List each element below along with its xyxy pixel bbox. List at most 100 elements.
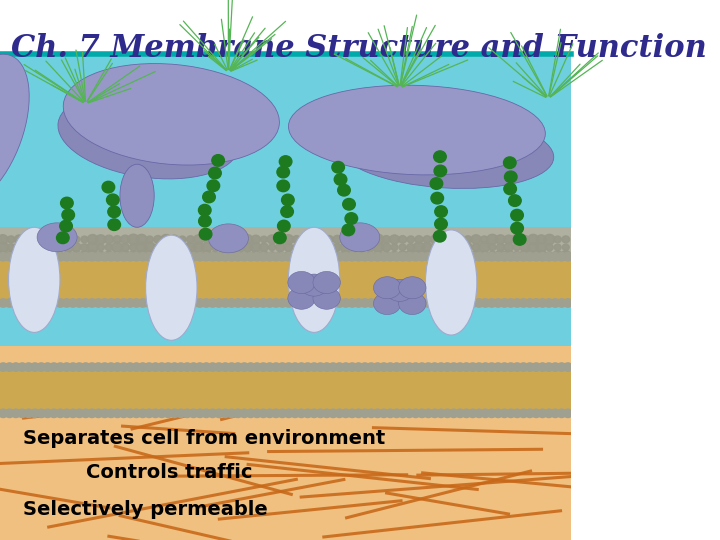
Circle shape [104, 251, 113, 259]
Circle shape [57, 232, 69, 244]
Circle shape [456, 363, 464, 372]
Circle shape [536, 235, 546, 244]
Circle shape [202, 253, 211, 261]
Circle shape [297, 363, 306, 372]
Circle shape [436, 253, 446, 261]
Circle shape [557, 253, 566, 261]
Circle shape [121, 235, 130, 244]
Circle shape [218, 251, 228, 260]
Circle shape [144, 242, 156, 252]
Circle shape [62, 253, 71, 261]
Circle shape [310, 363, 319, 372]
Circle shape [323, 363, 331, 372]
Circle shape [208, 253, 217, 261]
Circle shape [424, 409, 433, 417]
Circle shape [430, 363, 439, 372]
Circle shape [24, 409, 33, 417]
Circle shape [221, 409, 230, 417]
Circle shape [455, 243, 464, 252]
Circle shape [379, 253, 389, 261]
Circle shape [513, 252, 521, 259]
Circle shape [513, 244, 521, 251]
Ellipse shape [0, 54, 30, 206]
Circle shape [358, 244, 366, 251]
Circle shape [310, 409, 319, 417]
Circle shape [253, 409, 261, 417]
Circle shape [278, 299, 287, 307]
Circle shape [7, 236, 15, 243]
Circle shape [297, 409, 306, 417]
Circle shape [55, 299, 65, 307]
Circle shape [12, 363, 20, 372]
Circle shape [120, 251, 130, 260]
Circle shape [290, 299, 300, 307]
Circle shape [292, 252, 300, 259]
Circle shape [113, 299, 122, 307]
Circle shape [56, 244, 64, 251]
Circle shape [100, 409, 109, 417]
Circle shape [290, 253, 300, 261]
Circle shape [163, 363, 173, 372]
Ellipse shape [289, 227, 340, 333]
Circle shape [520, 243, 530, 252]
Circle shape [120, 409, 128, 417]
Circle shape [16, 252, 23, 259]
Circle shape [100, 363, 109, 372]
Circle shape [328, 363, 338, 372]
Circle shape [563, 299, 572, 307]
Circle shape [18, 363, 27, 372]
Circle shape [411, 409, 420, 417]
Circle shape [40, 244, 48, 251]
Ellipse shape [37, 223, 77, 252]
Circle shape [246, 363, 255, 372]
Circle shape [546, 244, 553, 251]
Circle shape [456, 299, 464, 307]
Circle shape [87, 253, 96, 261]
Circle shape [154, 252, 162, 259]
Circle shape [392, 409, 401, 417]
Circle shape [487, 234, 498, 245]
Circle shape [100, 299, 109, 307]
Circle shape [162, 244, 170, 251]
Circle shape [240, 253, 249, 261]
Circle shape [157, 409, 166, 417]
Circle shape [436, 409, 446, 417]
Circle shape [145, 409, 153, 417]
Circle shape [538, 299, 547, 307]
Circle shape [226, 235, 236, 244]
Circle shape [186, 236, 194, 243]
Circle shape [497, 244, 505, 251]
Circle shape [37, 409, 46, 417]
Circle shape [407, 244, 415, 251]
Circle shape [22, 251, 32, 260]
Circle shape [528, 242, 539, 252]
Circle shape [392, 363, 401, 372]
Circle shape [0, 242, 9, 252]
Ellipse shape [426, 230, 477, 335]
Circle shape [261, 236, 267, 242]
Circle shape [64, 236, 72, 243]
Circle shape [300, 234, 310, 244]
Circle shape [343, 199, 355, 210]
Bar [0, 54, 571, 424]
Circle shape [373, 409, 382, 417]
Circle shape [265, 363, 274, 372]
Circle shape [338, 185, 350, 196]
Circle shape [96, 235, 106, 244]
Circle shape [55, 363, 65, 372]
Ellipse shape [374, 293, 401, 314]
Circle shape [551, 363, 559, 372]
Circle shape [253, 363, 261, 372]
Circle shape [251, 251, 261, 260]
Circle shape [430, 251, 441, 260]
Circle shape [6, 251, 16, 260]
Circle shape [5, 363, 14, 372]
Circle shape [107, 409, 116, 417]
Circle shape [170, 299, 179, 307]
Circle shape [151, 299, 160, 307]
Circle shape [372, 242, 384, 253]
Circle shape [521, 235, 529, 243]
Circle shape [211, 244, 219, 251]
Circle shape [233, 253, 243, 261]
Circle shape [75, 409, 84, 417]
